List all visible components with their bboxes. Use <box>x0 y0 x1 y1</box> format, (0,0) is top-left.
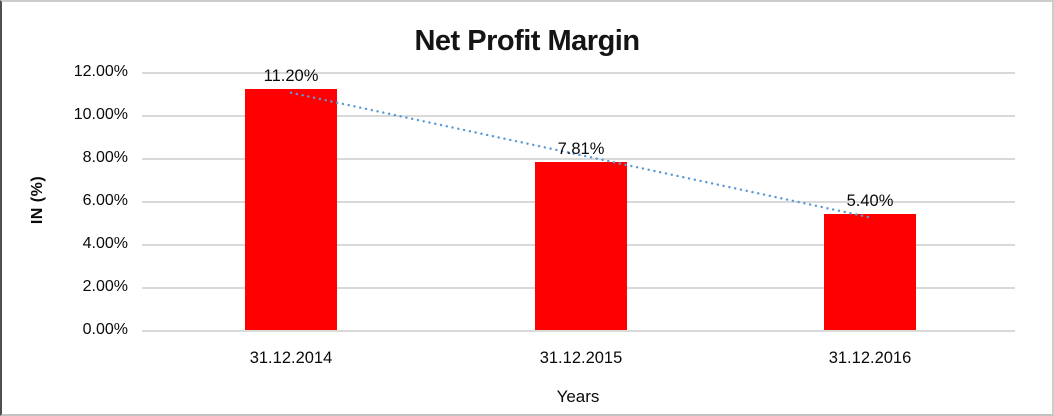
y-tick-label: 10.00% <box>73 106 128 123</box>
y-tick-label: 0.00% <box>82 321 128 338</box>
y-tick-label: 12.00% <box>73 63 128 80</box>
gridline <box>142 72 1015 74</box>
bar <box>824 213 916 330</box>
bar-value-label: 5.40% <box>846 191 894 210</box>
x-axis-title: Years <box>556 387 600 406</box>
bar-value-label: 7.81% <box>557 140 605 159</box>
x-category-label: 31.12.2014 <box>249 349 333 367</box>
y-tick-label: 2.00% <box>82 278 128 295</box>
bar-value-label: 11.20% <box>263 67 319 86</box>
x-category-label: 31.12.2015 <box>539 349 623 367</box>
bar <box>535 162 627 330</box>
y-tick-label: 4.00% <box>82 235 128 252</box>
chart-title: Net Profit Margin <box>414 25 640 57</box>
y-tick-label: 6.00% <box>82 192 128 209</box>
y-tick-label: 8.00% <box>82 149 128 166</box>
x-category-label: 31.12.2016 <box>828 349 912 367</box>
gridline <box>142 330 1015 332</box>
bar <box>245 89 337 330</box>
